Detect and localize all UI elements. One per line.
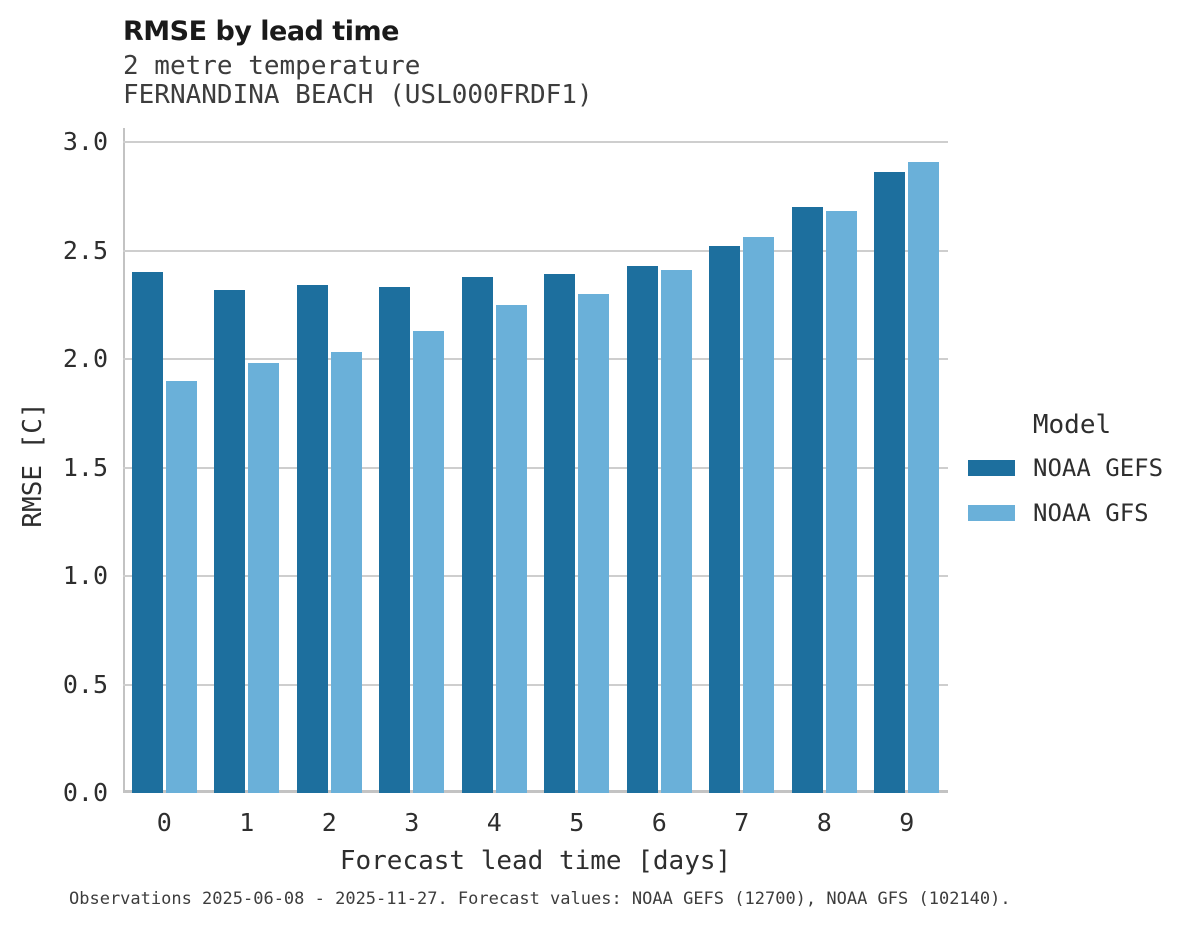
x-tick-label-1: 1 [239, 808, 255, 837]
x-tick-label-3: 3 [404, 808, 420, 837]
y-tick-label-3.0: 3.0 [62, 127, 108, 156]
bar-noaa-gfs-lead-7 [743, 237, 775, 793]
bar-noaa-gefs-lead-8 [791, 207, 823, 793]
legend: Model NOAA GEFS NOAA GFS [963, 410, 1181, 544]
legend-label: NOAA GEFS [1033, 454, 1164, 482]
legend-entry-noaa-gefs: NOAA GEFS [963, 454, 1181, 482]
y-tick-label-2.0: 2.0 [62, 344, 108, 373]
gridline-3.0 [123, 141, 948, 143]
x-tick-label-4: 4 [486, 808, 502, 837]
bar-noaa-gefs-lead-7 [709, 246, 741, 793]
x-tick-label-5: 5 [569, 808, 585, 837]
x-tick-label-6: 6 [651, 808, 667, 837]
bar-noaa-gfs-lead-4 [495, 305, 527, 793]
chart-title: RMSE by lead time [123, 16, 399, 47]
bar-noaa-gfs-lead-8 [825, 211, 857, 793]
x-tick-label-0: 0 [156, 808, 172, 837]
y-axis-spine [123, 128, 125, 793]
y-tick-label-1.5: 1.5 [62, 452, 108, 482]
legend-entries: NOAA GEFS NOAA GFS [963, 454, 1181, 527]
x-axis-ticks: 0 1 2 3 4 5 6 7 8 9 [123, 808, 948, 838]
legend-label: NOAA GFS [1033, 499, 1149, 527]
x-axis-label: Forecast lead time [days] [339, 846, 732, 876]
bar-noaa-gefs-lead-5 [544, 274, 576, 793]
legend-swatch-icon [968, 460, 1015, 476]
bar-noaa-gefs-lead-1 [214, 290, 246, 793]
bar-noaa-gfs-lead-3 [413, 331, 445, 793]
y-axis-ticks: 0.0 0.5 1.0 1.5 2.0 2.5 3.0 [20, 127, 108, 807]
bar-noaa-gfs-lead-0 [165, 381, 197, 793]
bar-noaa-gefs-lead-0 [131, 272, 163, 793]
footer-note: Observations 2025-06-08 - 2025-11-27. Fo… [69, 889, 1011, 909]
chart-subtitle-station: FERNANDINA BEACH (USL000FRDF1) [123, 80, 593, 110]
bar-noaa-gfs-lead-2 [330, 352, 362, 793]
bar-noaa-gefs-lead-6 [626, 266, 658, 793]
gridline-1.5 [123, 466, 948, 469]
y-tick-label-0.5: 0.5 [62, 669, 108, 699]
x-tick-label-7: 7 [734, 808, 750, 837]
bar-noaa-gfs-lead-1 [248, 363, 280, 793]
y-tick-label-1.0: 1.0 [62, 561, 108, 590]
plot-area [123, 128, 948, 793]
y-tick-label-2.5: 2.5 [62, 235, 108, 265]
gridline-1.0 [123, 575, 948, 577]
legend-title: Model [1032, 410, 1112, 440]
bar-noaa-gfs-lead-5 [578, 294, 610, 793]
chart-subtitle-variable: 2 metre temperature [123, 51, 421, 81]
bar-noaa-gfs-lead-9 [908, 162, 940, 793]
bar-noaa-gefs-lead-9 [874, 172, 906, 793]
gridline-2.5 [123, 249, 948, 252]
x-tick-label-8: 8 [816, 808, 832, 837]
bar-noaa-gefs-lead-4 [461, 277, 493, 793]
legend-entry-noaa-gfs: NOAA GFS [963, 499, 1181, 527]
bar-noaa-gfs-lead-6 [660, 270, 692, 793]
gridline-2.0 [123, 358, 948, 360]
legend-swatch-icon [968, 505, 1015, 521]
x-tick-label-9: 9 [899, 808, 915, 837]
bar-noaa-gefs-lead-3 [379, 287, 411, 793]
x-axis-line [123, 790, 948, 793]
bar-noaa-gefs-lead-2 [296, 285, 328, 793]
y-tick-label-0.0: 0.0 [62, 778, 108, 807]
x-tick-label-2: 2 [321, 808, 337, 837]
gridline-0.5 [123, 683, 948, 686]
